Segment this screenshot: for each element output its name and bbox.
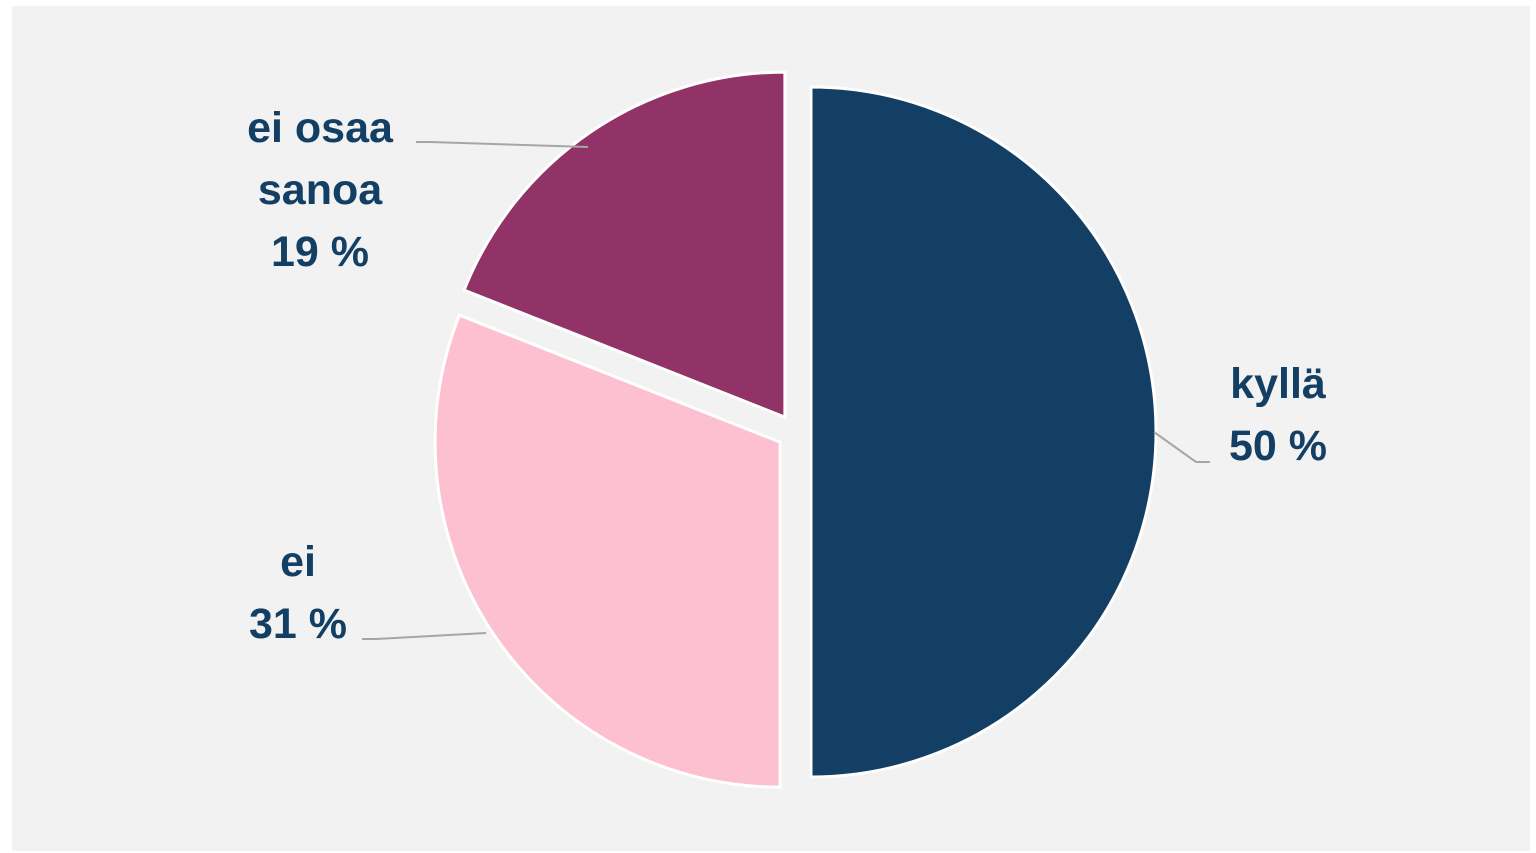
leader-line-ei-osaa-sanoa (416, 141, 589, 148)
slice-category-label: kyllä (1230, 360, 1327, 408)
pie-slice-kyllä (809, 85, 1158, 779)
slice-label-kyllä: kyllä 50 % (1229, 360, 1327, 470)
leader-lines (362, 141, 1210, 640)
slice-value-label: 31 % (249, 600, 347, 648)
leader-line-kyllä (1153, 431, 1210, 463)
slice-label-ei-osaa-sanoa: ei osaa sanoa 19 % (247, 104, 394, 276)
pie-slice-ei (433, 313, 782, 789)
slice-label-ei: ei 31 % (249, 538, 347, 648)
slice-value-label: 19 % (271, 228, 369, 276)
slice-category-label: sanoa (258, 166, 383, 214)
slice-labels: kyllä 50 % ei 31 % ei osaa sanoa 19 % (247, 104, 1327, 648)
slice-value-label: 50 % (1229, 422, 1327, 470)
slice-category-label: ei (280, 538, 316, 586)
slice-category-label: ei osaa (247, 104, 394, 152)
pie-slices (433, 70, 1158, 789)
pie-slice-ei-osaa-sanoa (462, 70, 787, 420)
leader-line-ei (362, 632, 487, 640)
